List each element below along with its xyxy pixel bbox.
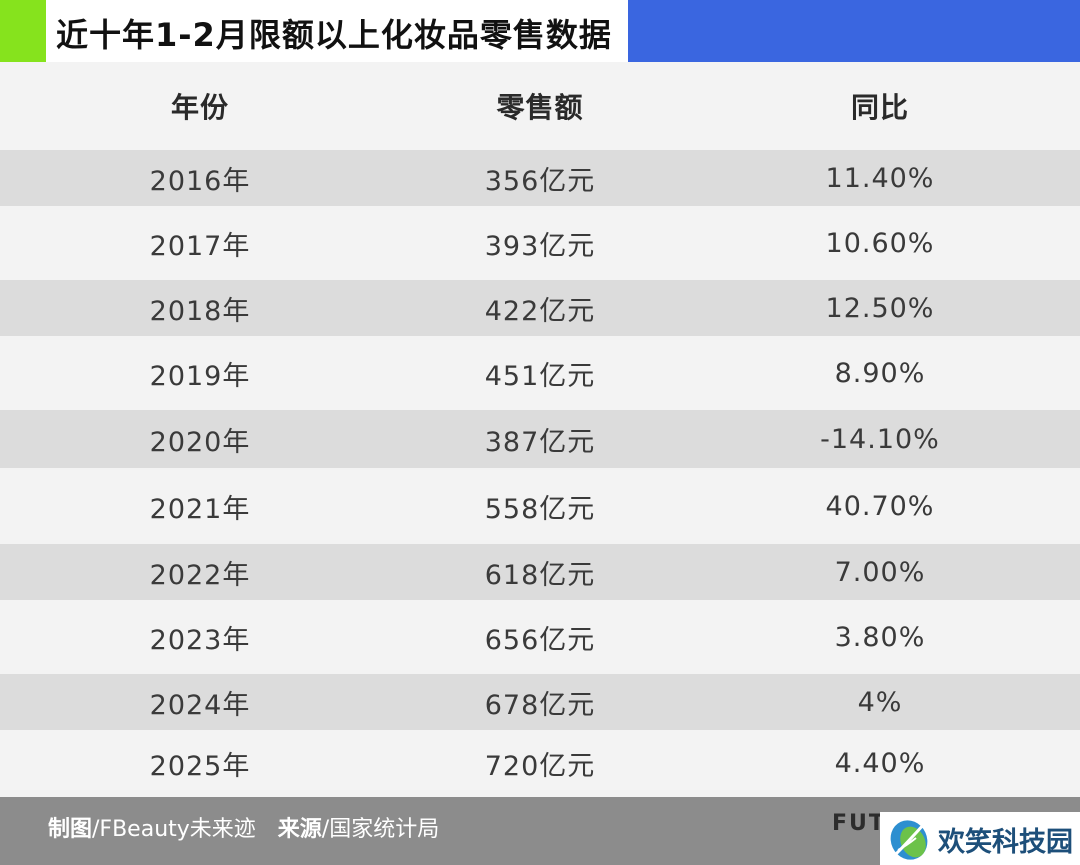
yoy-cell: 10.60%: [825, 227, 935, 259]
retail-sales-cell: 422亿元: [484, 295, 596, 327]
table-row: 2017年 393亿元 10.60%: [0, 206, 1080, 280]
column-header-year: 年份: [170, 91, 229, 124]
year-cell: 2023年: [149, 624, 251, 656]
green-accent-block: [0, 0, 46, 62]
table-row: 2018年 422亿元 12.50%: [0, 280, 1080, 336]
year-cell: 2016年: [149, 165, 251, 197]
yoy-cell: 3.80%: [834, 621, 926, 653]
retail-sales-cell: 678亿元: [484, 689, 596, 721]
yoy-cell: 8.90%: [834, 357, 926, 389]
year-cell: 2019年: [149, 360, 251, 392]
blue-accent-block: [628, 0, 1080, 62]
yoy-cell: 40.70%: [825, 490, 935, 522]
table-row: 2025年 720亿元 4.40%: [0, 730, 1080, 797]
table-row: 2019年 451亿元 8.90%: [0, 336, 1080, 410]
yoy-cell: 4.40%: [834, 748, 926, 779]
table-row: 2023年 656亿元 3.80%: [0, 600, 1080, 674]
yoy-cell: 7.00%: [834, 556, 926, 588]
table-row: 2021年 558亿元 40.70%: [0, 468, 1080, 544]
retail-sales-cell: 720亿元: [484, 751, 596, 782]
year-cell: 2020年: [149, 426, 251, 458]
year-cell: 2025年: [149, 751, 251, 782]
table-row: 2022年 618亿元 7.00%: [0, 544, 1080, 600]
column-header-retail-sales: 零售额: [496, 91, 584, 124]
source-label: 来源: [277, 817, 322, 842]
page-title: 近十年1-2月限额以上化妆品零售数据: [56, 16, 612, 54]
brand-fragment-text: FUT: [832, 811, 886, 836]
source-value: /国家统计局: [321, 817, 440, 842]
year-cell: 2021年: [149, 493, 251, 525]
retail-sales-cell: 451亿元: [484, 360, 596, 392]
yoy-cell: 4%: [857, 686, 903, 718]
table-row: 2020年 387亿元 -14.10%: [0, 410, 1080, 468]
yoy-cell: -14.10%: [820, 423, 940, 455]
column-header-yoy: 同比: [850, 91, 909, 124]
table-row: 2024年 678亿元 4%: [0, 674, 1080, 730]
year-cell: 2017年: [149, 230, 251, 262]
table-header-row: 年份 零售额 同比: [0, 62, 1080, 150]
table-row: 2016年 356亿元 11.40%: [0, 150, 1080, 206]
credits: 制图/FBeauty未来迹 来源/国家统计局: [48, 797, 439, 857]
yoy-cell: 11.40%: [825, 162, 935, 194]
leaf-logo-icon: [890, 820, 928, 860]
retail-sales-cell: 618亿元: [484, 559, 596, 591]
year-cell: 2024年: [149, 689, 251, 721]
made-by-value: /FBeauty未来迹: [92, 817, 256, 842]
year-cell: 2022年: [149, 559, 251, 591]
retail-sales-cell: 558亿元: [484, 493, 596, 525]
year-cell: 2018年: [149, 295, 251, 327]
made-by-label: 制图: [48, 817, 93, 842]
watermark: 欢笑科技园: [880, 812, 1080, 865]
watermark-text: 欢笑科技园: [938, 827, 1073, 858]
header-bar: 近十年1-2月限额以上化妆品零售数据: [0, 0, 1080, 62]
retail-sales-cell: 393亿元: [484, 230, 596, 262]
retail-sales-cell: 356亿元: [484, 165, 596, 197]
retail-sales-cell: 387亿元: [484, 426, 596, 458]
retail-sales-cell: 656亿元: [484, 624, 596, 656]
yoy-cell: 12.50%: [825, 292, 935, 324]
